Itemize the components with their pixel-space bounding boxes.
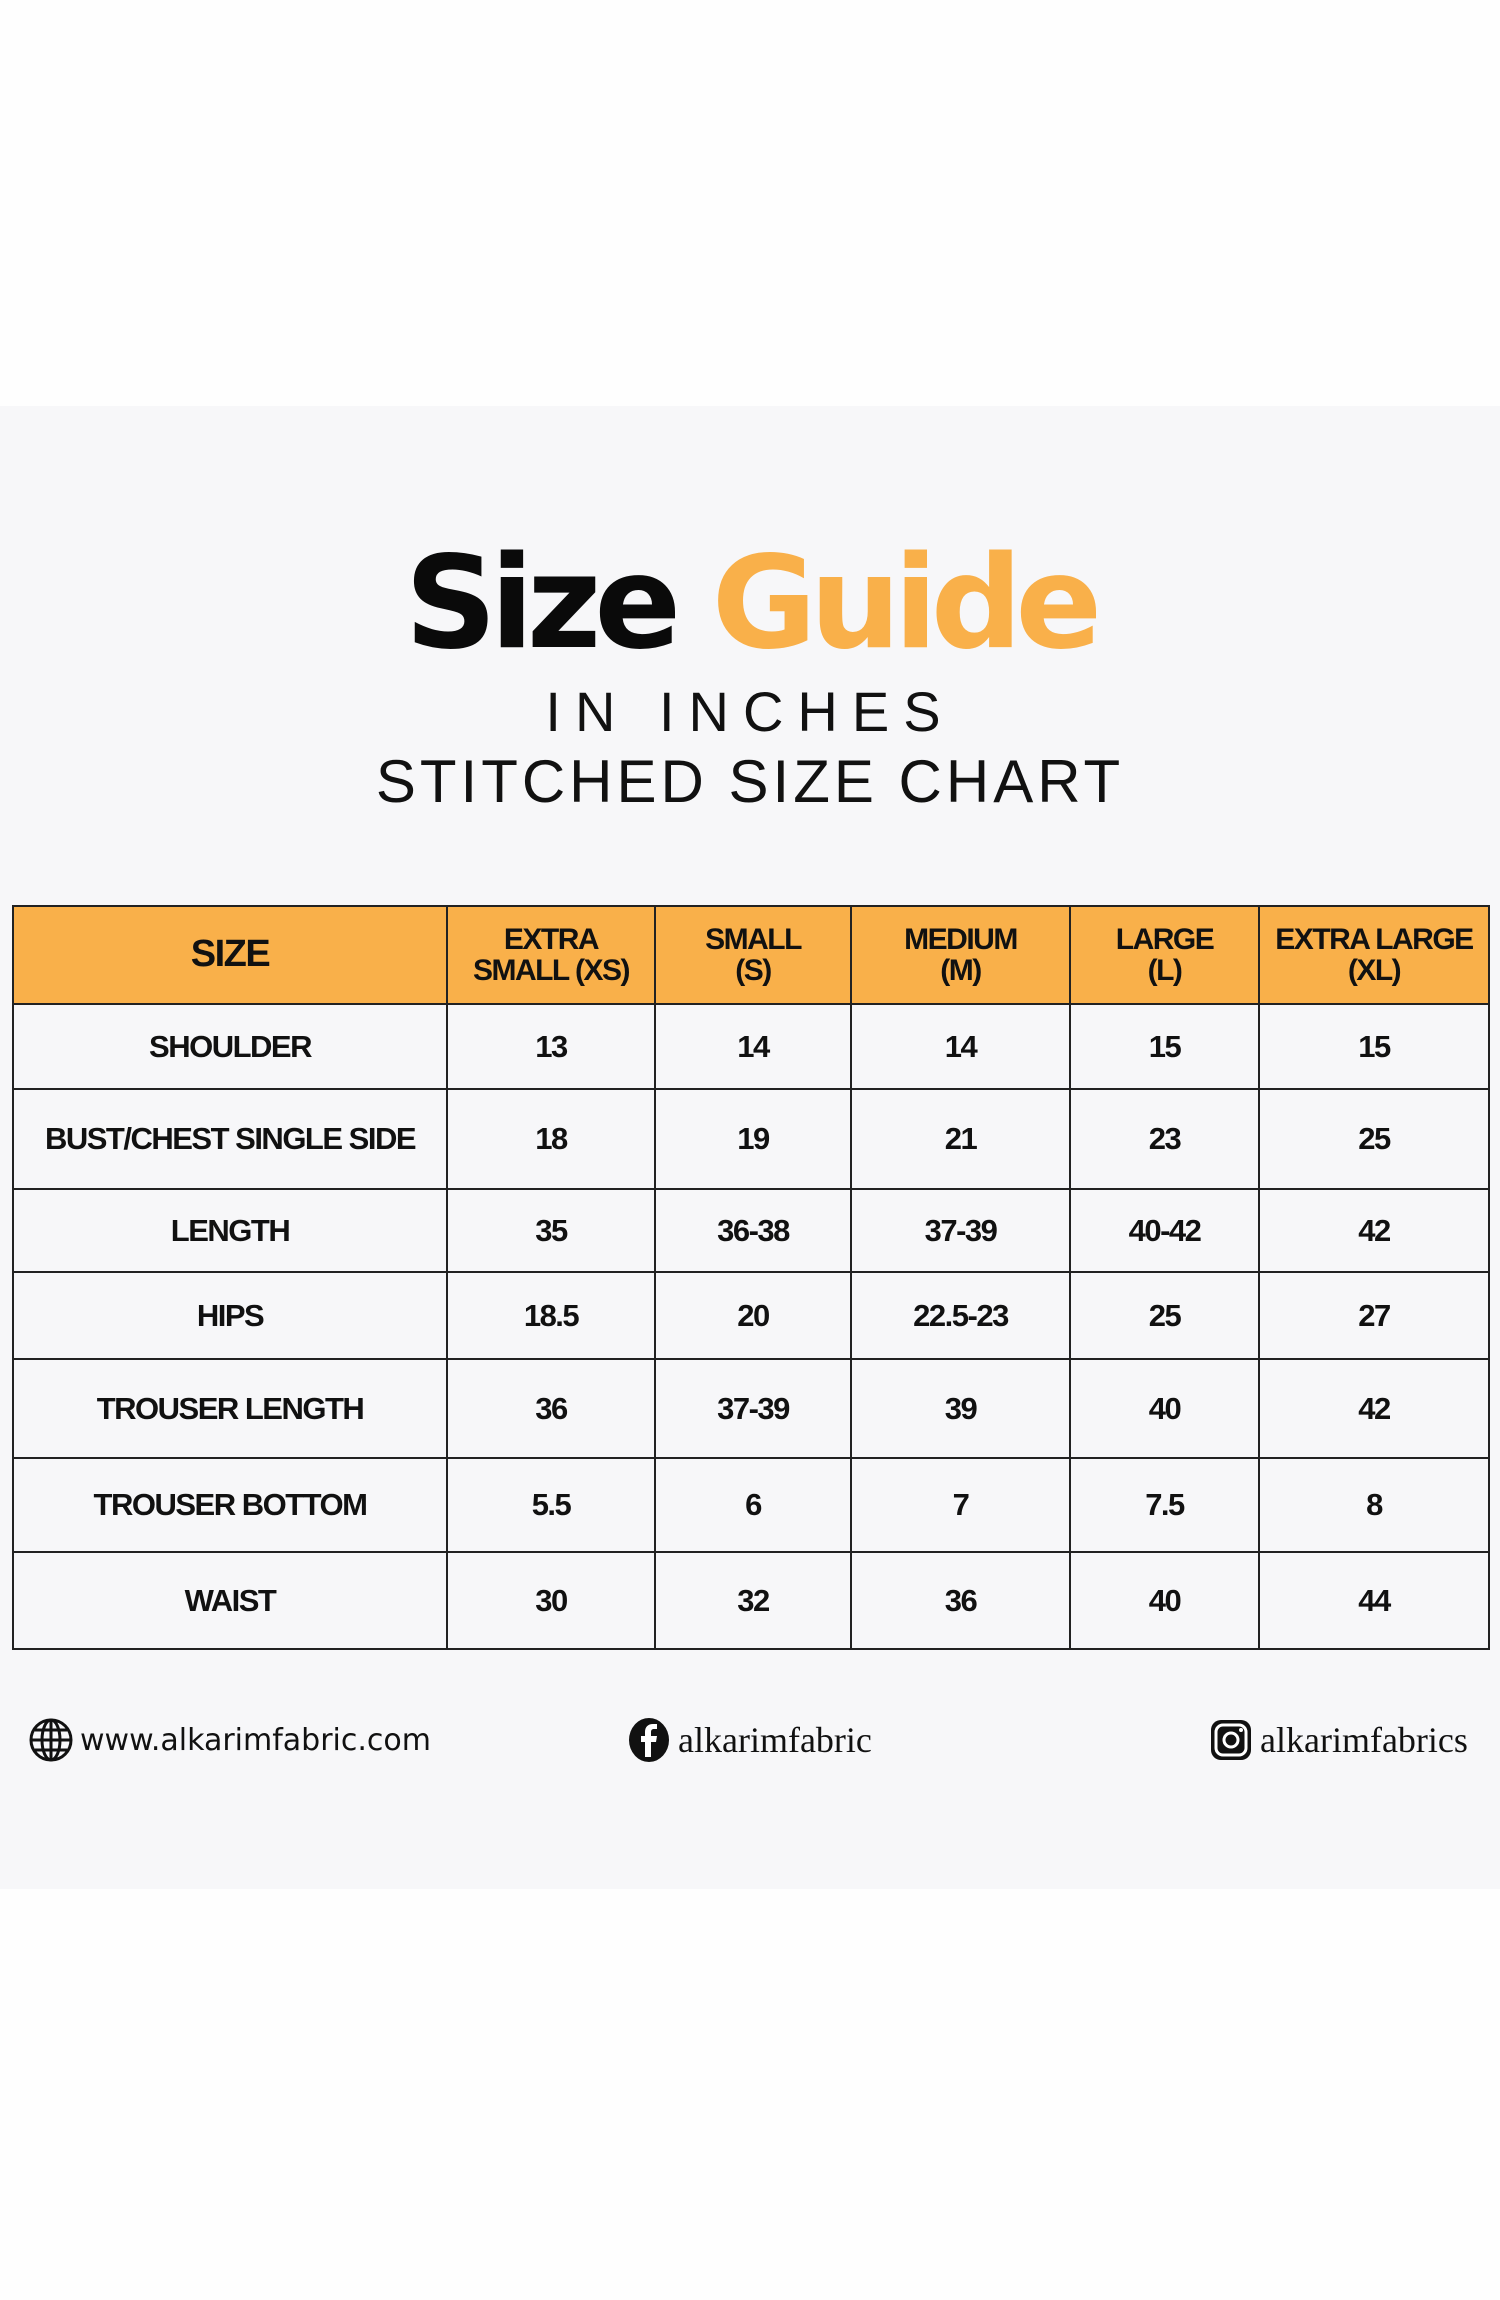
footer-instagram[interactable]: alkarimfabrics <box>1208 1712 1468 1768</box>
measurement-label: TROUSER BOTTOM <box>12 1457 448 1553</box>
subtitle-units: IN INCHES <box>545 680 955 743</box>
size-value: 36 <box>446 1358 656 1459</box>
size-value: 32 <box>654 1551 852 1650</box>
size-value: 15 <box>1069 1003 1260 1090</box>
size-value: 30 <box>446 1551 656 1650</box>
footer-facebook[interactable]: alkarimfabric <box>626 1712 872 1768</box>
column-header-line: (S) <box>735 954 772 987</box>
column-header-line: SIZE <box>190 933 271 976</box>
column-header-line: (L) <box>1147 954 1183 987</box>
instagram-handle[interactable]: alkarimfabrics <box>1260 1720 1468 1760</box>
size-value: 20 <box>654 1271 852 1360</box>
size-value: 40 <box>1069 1551 1260 1650</box>
size-value: 27 <box>1258 1271 1490 1360</box>
size-value: 25 <box>1069 1271 1260 1360</box>
size-value: 39 <box>850 1358 1071 1459</box>
table-header-row: SIZE EXTRA SMALL (XS) SMALL (S) MEDIUM (M) LARG… <box>12 905 1490 1005</box>
size-value: 15 <box>1258 1003 1490 1090</box>
measurement-label: SHOULDER <box>12 1003 448 1090</box>
globe-icon <box>29 1718 73 1762</box>
size-value: 36 <box>850 1551 1071 1650</box>
website-link[interactable]: www.alkarimfabric.com <box>80 1722 431 1758</box>
page-title: Size Guide <box>0 540 1500 668</box>
size-value: 37-39 <box>850 1188 1071 1273</box>
size-value: 13 <box>446 1003 656 1090</box>
table-row: LENGTH 35 36-38 37-39 40-42 42 <box>12 1188 1490 1273</box>
size-value: 22.5-23 <box>850 1271 1071 1360</box>
column-header: SMALL (S) <box>654 905 852 1005</box>
size-value: 23 <box>1069 1088 1260 1190</box>
column-header: SIZE <box>12 905 448 1005</box>
column-header-line: LARGE <box>1115 922 1215 956</box>
column-header-line: SMALL (XS) <box>472 954 631 987</box>
measurement-label: TROUSER LENGTH <box>12 1358 448 1459</box>
measurement-label: BUST/CHEST SINGLE SIDE <box>12 1088 448 1190</box>
measurement-label: WAIST <box>12 1551 448 1650</box>
column-header-line: (XL) <box>1347 954 1402 987</box>
size-value: 42 <box>1258 1188 1490 1273</box>
size-value: 19 <box>654 1088 852 1190</box>
size-value: 7.5 <box>1069 1457 1260 1553</box>
size-value: 18 <box>446 1088 656 1190</box>
column-header-line: SMALL <box>705 922 802 956</box>
title-size: Size <box>404 529 681 678</box>
size-value: 5.5 <box>446 1457 656 1553</box>
size-value: 18.5 <box>446 1271 656 1360</box>
table-row: HIPS 18.5 20 22.5-23 25 27 <box>12 1271 1490 1360</box>
column-header-line: EXTRA <box>503 922 600 956</box>
size-value: 36-38 <box>654 1188 852 1273</box>
size-value: 6 <box>654 1457 852 1553</box>
size-chart-table: SIZE EXTRA SMALL (XS) SMALL (S) MEDIUM (M) LARG… <box>12 905 1490 1650</box>
column-header-line: (M) <box>940 954 982 987</box>
instagram-icon <box>1211 1720 1251 1760</box>
title-guide: Guide <box>711 529 1102 678</box>
size-value: 7 <box>850 1457 1071 1553</box>
measurement-label: HIPS <box>12 1271 448 1360</box>
column-header: EXTRA SMALL (XS) <box>446 905 656 1005</box>
measurement-label: LENGTH <box>12 1188 448 1273</box>
facebook-handle[interactable]: alkarimfabric <box>678 1720 872 1760</box>
table-row: TROUSER BOTTOM 5.5 6 7 7.5 8 <box>12 1457 1490 1553</box>
size-value: 44 <box>1258 1551 1490 1650</box>
size-value: 37-39 <box>654 1358 852 1459</box>
column-header-line: MEDIUM <box>904 922 1018 956</box>
size-value: 25 <box>1258 1088 1490 1190</box>
column-header-line: EXTRA LARGE <box>1275 922 1474 956</box>
size-value: 14 <box>654 1003 852 1090</box>
column-header: LARGE (L) <box>1069 905 1260 1005</box>
table-row: BUST/CHEST SINGLE SIDE 18 19 21 23 25 <box>12 1088 1490 1190</box>
facebook-icon <box>629 1718 669 1762</box>
size-value: 14 <box>850 1003 1071 1090</box>
size-value: 8 <box>1258 1457 1490 1553</box>
size-value: 40-42 <box>1069 1188 1260 1273</box>
column-header: EXTRA LARGE (XL) <box>1258 905 1490 1005</box>
size-value: 40 <box>1069 1358 1260 1459</box>
size-value: 42 <box>1258 1358 1490 1459</box>
table-row: WAIST 30 32 36 40 44 <box>12 1551 1490 1650</box>
table-row: SHOULDER 13 14 14 15 15 <box>12 1003 1490 1090</box>
table-row: TROUSER LENGTH 36 37-39 39 40 42 <box>12 1358 1490 1459</box>
subtitle-chart: STITCHED SIZE CHART <box>375 748 1125 815</box>
size-value: 35 <box>446 1188 656 1273</box>
column-header: MEDIUM (M) <box>850 905 1071 1005</box>
footer-website[interactable]: www.alkarimfabric.com <box>28 1712 431 1768</box>
size-value: 21 <box>850 1088 1071 1190</box>
